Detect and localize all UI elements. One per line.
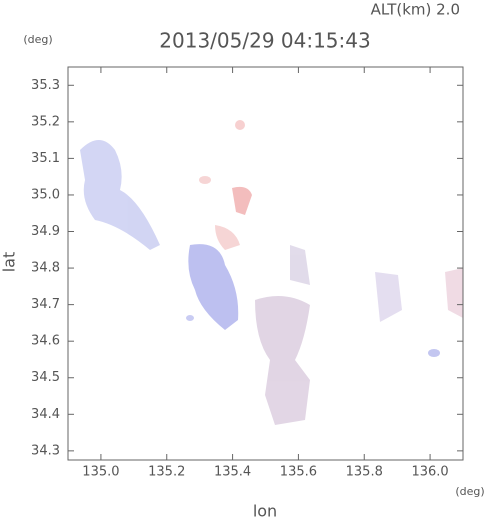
x-tick-label: 136.0 bbox=[411, 465, 448, 480]
echo bbox=[186, 315, 194, 321]
y-unit: (deg) bbox=[23, 33, 52, 46]
echo bbox=[255, 296, 310, 425]
x-tick-label: 135.8 bbox=[346, 465, 383, 480]
y-tick-label: 34.8 bbox=[31, 261, 60, 276]
echo bbox=[80, 140, 160, 250]
chart-title: 2013/05/29 04:15:43 bbox=[159, 29, 370, 53]
echo bbox=[215, 225, 240, 250]
x-tick-label: 135.4 bbox=[214, 465, 251, 480]
echo bbox=[235, 120, 245, 130]
echo bbox=[445, 268, 463, 318]
y-tick-label: 35.1 bbox=[31, 151, 60, 166]
echo bbox=[188, 244, 239, 330]
echo bbox=[232, 186, 252, 215]
y-tick-label: 34.7 bbox=[31, 297, 60, 312]
y-tick-label: 34.5 bbox=[31, 370, 60, 385]
echo bbox=[199, 176, 211, 184]
echoes bbox=[80, 120, 463, 425]
x-unit: (deg) bbox=[455, 485, 484, 498]
y-tick-label: 35.2 bbox=[31, 114, 60, 129]
plot-frame bbox=[67, 66, 464, 461]
y-tick-label: 34.4 bbox=[31, 407, 60, 422]
subtitle: ALT(km) 2.0 bbox=[371, 1, 460, 19]
y-tick-label: 34.3 bbox=[31, 443, 60, 458]
y-tick-label: 34.9 bbox=[31, 224, 60, 239]
x-tick-label: 135.2 bbox=[148, 465, 185, 480]
y-tick-label: 35.3 bbox=[31, 78, 60, 93]
echo bbox=[290, 245, 310, 285]
y-tick-label: 35.0 bbox=[31, 187, 60, 202]
x-axis-label: lon bbox=[253, 502, 277, 521]
y-axis-label: lat bbox=[0, 252, 19, 273]
x-tick-label: 135.6 bbox=[280, 465, 317, 480]
echo bbox=[375, 272, 402, 322]
echo bbox=[428, 349, 440, 357]
x-tick-label: 135.0 bbox=[82, 465, 119, 480]
y-tick-label: 34.6 bbox=[31, 334, 60, 349]
